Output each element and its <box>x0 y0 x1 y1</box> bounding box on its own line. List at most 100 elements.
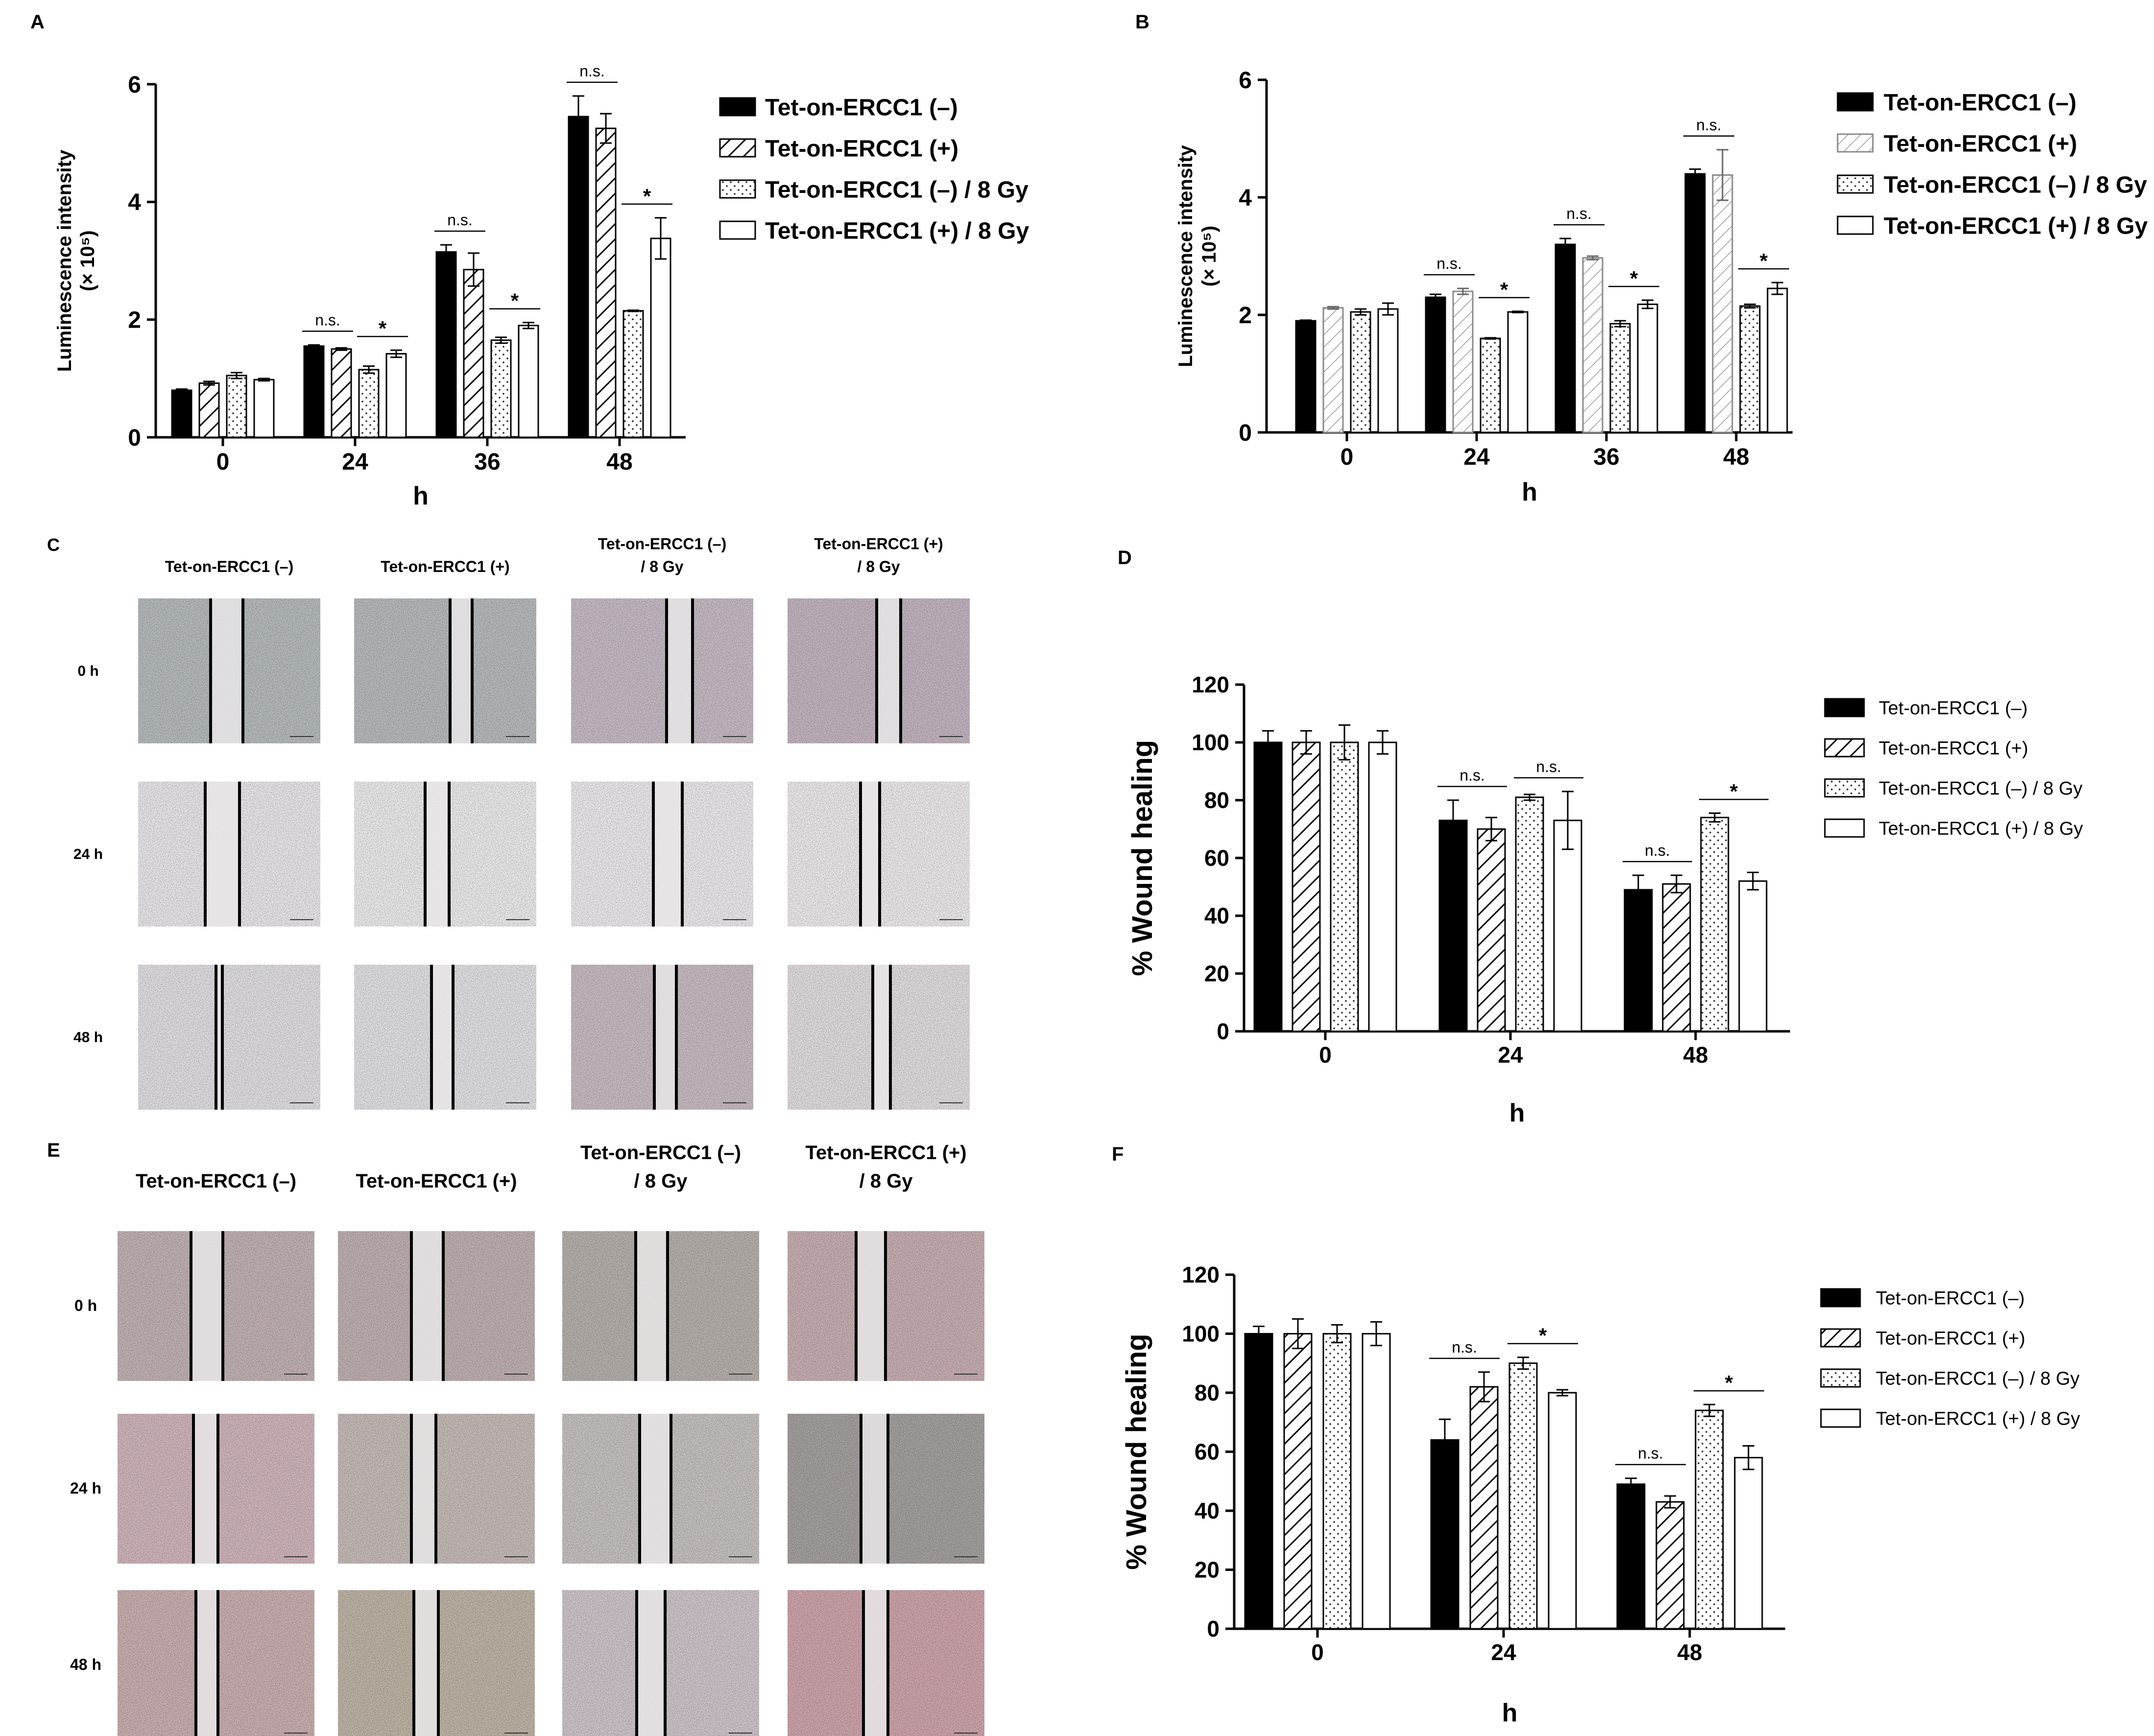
x-tick-label: 0 <box>1311 1640 1324 1665</box>
x-tick-label: 24 <box>1463 444 1490 470</box>
legend-label: Tet-on-ERCC1 (–) <box>1876 1288 2025 1309</box>
bar <box>1582 257 1604 433</box>
bar <box>568 116 589 438</box>
wound-gap <box>191 1231 223 1381</box>
legend-label: Tet-on-ERCC1 (+) / 8 Gy <box>1879 819 2083 839</box>
bar <box>1430 1439 1460 1630</box>
bar <box>1368 741 1397 1032</box>
bar <box>1739 305 1761 433</box>
y-tick-label: 6 <box>1239 68 1252 94</box>
micrograph-tile <box>338 1414 535 1564</box>
bar <box>1637 303 1658 433</box>
bar <box>1253 741 1283 1032</box>
significance-label: * <box>1725 1371 1733 1394</box>
y-axis-label: Luminescence intensity <box>54 149 75 372</box>
bar <box>1469 1386 1499 1630</box>
wound-gap <box>205 782 239 927</box>
wound-gap <box>863 1590 888 1736</box>
y-tick-label: 120 <box>1192 672 1229 697</box>
bar <box>1624 889 1653 1032</box>
wound-gap <box>654 965 676 1110</box>
x-axis-label: h <box>1502 1699 1518 1727</box>
legend-swatch <box>1837 92 1874 112</box>
micrograph-tile <box>562 1231 759 1381</box>
y-tick-label: 2 <box>1239 303 1252 329</box>
legend-swatch <box>1820 1408 1861 1428</box>
chart-d: 0 20 40 60 80 100 120 0 24 48 n.s. n.s. n.s. * h % Woun… <box>1126 672 2083 1127</box>
y-axis-label: Luminescence intensity <box>1175 145 1197 367</box>
bar <box>1767 287 1788 433</box>
bar <box>1507 311 1529 433</box>
bar <box>435 251 457 438</box>
wound-gap <box>636 1231 668 1381</box>
bar <box>1738 880 1768 1032</box>
significance-label: * <box>1760 249 1768 272</box>
micrograph-tile <box>118 1590 314 1736</box>
bar <box>385 353 407 438</box>
x-tick-label: 36 <box>1593 444 1619 470</box>
legend-swatch <box>719 138 756 158</box>
bar <box>1508 1362 1538 1630</box>
significance-label: n.s. <box>1638 1445 1663 1462</box>
column-header: / 8 Gy <box>857 558 900 575</box>
column-header: Tet-on-ERCC1 (–) <box>165 558 294 575</box>
wound-gap <box>873 965 890 1110</box>
significance-label: n.s. <box>1566 205 1592 222</box>
x-tick-label: 48 <box>1723 444 1749 470</box>
row-label: 48 h <box>73 1029 103 1046</box>
bar <box>1712 174 1733 433</box>
micrograph-texture <box>138 965 320 1110</box>
bar <box>650 238 671 438</box>
wound-gap <box>411 1231 443 1381</box>
x-tick-label: 24 <box>1491 1640 1516 1665</box>
significance-label: * <box>643 185 651 208</box>
x-tick-label: 48 <box>606 449 632 475</box>
column-header: Tet-on-ERCC1 (+) <box>814 535 943 553</box>
bar <box>303 345 325 438</box>
legend-swatch <box>1824 738 1865 758</box>
wound-gap <box>667 598 693 743</box>
image-grid-c: Tet-on-ERCC1 (–) Tet-on-ERCC1 (+) Tet-on-E… <box>73 535 970 1110</box>
legend-label: Tet-on-ERCC1 (+) / 8 Gy <box>765 218 1029 244</box>
y-axis-label: % Wound healing <box>1126 740 1158 976</box>
legend-label: Tet-on-ERCC1 (+) <box>765 136 958 162</box>
legend-label: Tet-on-ERCC1 (–) / 8 Gy <box>1876 1369 2080 1389</box>
y-tick-label: 100 <box>1182 1321 1220 1347</box>
bar <box>1548 1392 1577 1630</box>
chart-f: 0 20 40 60 80 100 120 0 24 48 n.s. * n.s. * h % Wound h… <box>1121 1262 2080 1727</box>
significance-label: n.s. <box>1436 255 1462 272</box>
y-tick-label: 100 <box>1192 730 1229 755</box>
bar <box>358 369 380 438</box>
bar <box>1477 828 1506 1032</box>
significance-label: n.s. <box>1452 1338 1477 1356</box>
bar <box>1700 816 1729 1032</box>
x-tick-label: 48 <box>1683 1042 1708 1068</box>
micrograph-tile <box>138 782 320 927</box>
legend-label: Tet-on-ERCC1 (+) <box>1884 131 2077 157</box>
bar <box>1555 243 1576 433</box>
bar <box>1322 307 1344 433</box>
legend-swatch <box>719 97 756 117</box>
legend-swatch <box>719 220 756 240</box>
legend: Tet-on-ERCC1 (–) Tet-on-ERCC1 (+) Tet-on-E… <box>1820 1288 2080 1429</box>
row-label: 24 h <box>73 846 103 862</box>
y-tick-label: 20 <box>1204 961 1229 986</box>
x-axis-label: h <box>413 482 429 510</box>
legend-label: Tet-on-ERCC1 (–) <box>1884 90 2077 116</box>
significance-label: * <box>1730 780 1738 803</box>
panel-letter-a: A <box>30 11 45 33</box>
bar <box>1425 296 1446 433</box>
image-grid-e: Tet-on-ERCC1 (–) Tet-on-ERCC1 (+) Tet-on-E… <box>70 1142 984 1736</box>
micrograph-tile <box>138 965 320 1110</box>
bar <box>463 269 484 438</box>
bar <box>1283 1333 1313 1630</box>
panel-letter-b: B <box>1135 11 1149 33</box>
micrograph-tile <box>788 1414 984 1564</box>
legend-label: Tet-on-ERCC1 (–) <box>1879 698 2028 719</box>
bar <box>1553 819 1582 1032</box>
bar <box>1377 308 1399 433</box>
x-tick-label: 0 <box>1340 444 1354 470</box>
micrograph-tile <box>338 1231 535 1381</box>
bar <box>1322 1333 1352 1630</box>
bar <box>198 382 220 438</box>
